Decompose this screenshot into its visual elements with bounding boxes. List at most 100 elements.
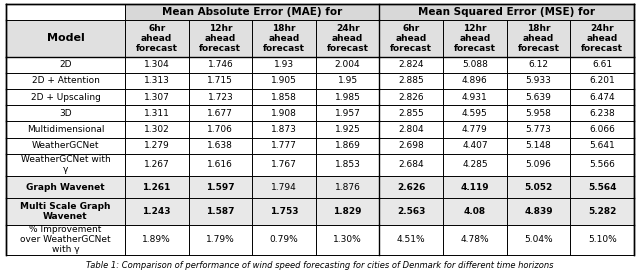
Text: 2.004: 2.004	[335, 60, 360, 69]
Text: 1.302: 1.302	[144, 125, 170, 134]
Text: 6hr
ahead
forecast: 6hr ahead forecast	[390, 24, 432, 53]
Text: 1.715: 1.715	[207, 76, 234, 86]
Text: 12hr
ahead
forecast: 12hr ahead forecast	[454, 24, 496, 53]
Bar	[6, 198, 634, 225]
Text: 1.957: 1.957	[335, 109, 360, 118]
Text: 2D + Upscaling: 2D + Upscaling	[31, 93, 100, 102]
Text: 5.10%: 5.10%	[588, 235, 616, 244]
Text: 2.885: 2.885	[398, 76, 424, 86]
Text: 4.08: 4.08	[464, 207, 486, 216]
Text: Table 1: Comparison of performance of wind speed forecasting for cities of Denma: Table 1: Comparison of performance of wi…	[86, 262, 554, 271]
Text: 5.566: 5.566	[589, 160, 615, 169]
Text: 2.824: 2.824	[399, 60, 424, 69]
Bar	[507, 20, 570, 57]
Text: 6.066: 6.066	[589, 125, 615, 134]
Text: Graph Wavenet: Graph Wavenet	[26, 183, 105, 192]
Text: 4.896: 4.896	[462, 76, 488, 86]
Text: 1.777: 1.777	[271, 141, 297, 150]
Bar	[6, 138, 634, 154]
Text: 1.30%: 1.30%	[333, 235, 362, 244]
Text: 4.285: 4.285	[462, 160, 488, 169]
Text: 6.12: 6.12	[529, 60, 548, 69]
Text: Multi Scale Graph
Wavenet: Multi Scale Graph Wavenet	[20, 202, 111, 221]
Text: 1.243: 1.243	[143, 207, 171, 216]
Text: 5.052: 5.052	[524, 183, 553, 192]
Text: 2.855: 2.855	[398, 109, 424, 118]
Bar	[6, 4, 125, 20]
Text: 1.746: 1.746	[207, 60, 233, 69]
Text: 1.706: 1.706	[207, 125, 234, 134]
Text: 2.698: 2.698	[398, 141, 424, 150]
Text: 2D + Attention: 2D + Attention	[31, 76, 99, 86]
Text: 4.595: 4.595	[462, 109, 488, 118]
Text: 1.307: 1.307	[144, 93, 170, 102]
Text: 1.587: 1.587	[206, 207, 235, 216]
Bar	[316, 20, 380, 57]
Text: 1.858: 1.858	[271, 93, 297, 102]
Text: 1.925: 1.925	[335, 125, 360, 134]
Text: 4.51%: 4.51%	[397, 235, 426, 244]
Bar	[125, 20, 189, 57]
Text: 1.89%: 1.89%	[142, 235, 171, 244]
Text: 1.794: 1.794	[271, 183, 297, 192]
Bar	[6, 89, 634, 105]
Bar	[125, 4, 380, 20]
Text: 2.563: 2.563	[397, 207, 426, 216]
Text: 1.267: 1.267	[144, 160, 170, 169]
Text: 24hr
ahead
forecast: 24hr ahead forecast	[326, 24, 369, 53]
Text: Model: Model	[47, 33, 84, 43]
Text: 1.873: 1.873	[271, 125, 297, 134]
Text: WeatherGCNet: WeatherGCNet	[32, 141, 99, 150]
Text: 1.905: 1.905	[271, 76, 297, 86]
Text: 1.829: 1.829	[333, 207, 362, 216]
Text: 1.79%: 1.79%	[206, 235, 235, 244]
Text: 1.876: 1.876	[335, 183, 360, 192]
Text: WeatherGCNet with
γ: WeatherGCNet with γ	[20, 155, 110, 174]
Bar	[443, 20, 507, 57]
Text: 5.958: 5.958	[525, 109, 552, 118]
Text: 1.313: 1.313	[144, 76, 170, 86]
Text: 1.869: 1.869	[335, 141, 360, 150]
Text: 1.279: 1.279	[144, 141, 170, 150]
Text: 5.096: 5.096	[525, 160, 552, 169]
Text: 1.677: 1.677	[207, 109, 234, 118]
Text: 4.78%: 4.78%	[461, 235, 489, 244]
Bar	[6, 73, 634, 89]
Bar	[6, 121, 634, 138]
Text: 1.723: 1.723	[207, 93, 233, 102]
Bar	[6, 105, 634, 121]
Text: 5.564: 5.564	[588, 183, 616, 192]
Text: 1.908: 1.908	[271, 109, 297, 118]
Text: 18hr
ahead
forecast: 18hr ahead forecast	[263, 24, 305, 53]
Text: 6.61: 6.61	[592, 60, 612, 69]
Text: 2.626: 2.626	[397, 183, 426, 192]
Text: 2.826: 2.826	[399, 93, 424, 102]
Bar	[380, 20, 443, 57]
Text: 2.804: 2.804	[399, 125, 424, 134]
Text: 1.311: 1.311	[144, 109, 170, 118]
Bar	[189, 20, 252, 57]
Text: 4.779: 4.779	[462, 125, 488, 134]
Text: 6hr
ahead
forecast: 6hr ahead forecast	[136, 24, 178, 53]
Text: 1.95: 1.95	[337, 76, 358, 86]
Text: 1.93: 1.93	[274, 60, 294, 69]
Text: 1.261: 1.261	[143, 183, 171, 192]
Text: 1.638: 1.638	[207, 141, 234, 150]
Text: % Improvement
over WeatherGCNet
with γ: % Improvement over WeatherGCNet with γ	[20, 225, 111, 254]
Text: 12hr
ahead
forecast: 12hr ahead forecast	[199, 24, 241, 53]
Bar	[380, 4, 634, 20]
Text: 1.616: 1.616	[207, 160, 234, 169]
Text: 6.201: 6.201	[589, 76, 615, 86]
Text: 1.767: 1.767	[271, 160, 297, 169]
Bar	[6, 154, 634, 176]
Text: 6.238: 6.238	[589, 109, 615, 118]
Bar	[6, 176, 634, 198]
Text: 18hr
ahead
forecast: 18hr ahead forecast	[518, 24, 559, 53]
Text: 4.119: 4.119	[461, 183, 489, 192]
Text: 2D: 2D	[59, 60, 72, 69]
Text: Mean Absolute Error (MAE) for: Mean Absolute Error (MAE) for	[162, 7, 342, 17]
Text: 5.639: 5.639	[525, 93, 552, 102]
Text: 24hr
ahead
forecast: 24hr ahead forecast	[581, 24, 623, 53]
Text: 5.088: 5.088	[462, 60, 488, 69]
Bar	[252, 20, 316, 57]
